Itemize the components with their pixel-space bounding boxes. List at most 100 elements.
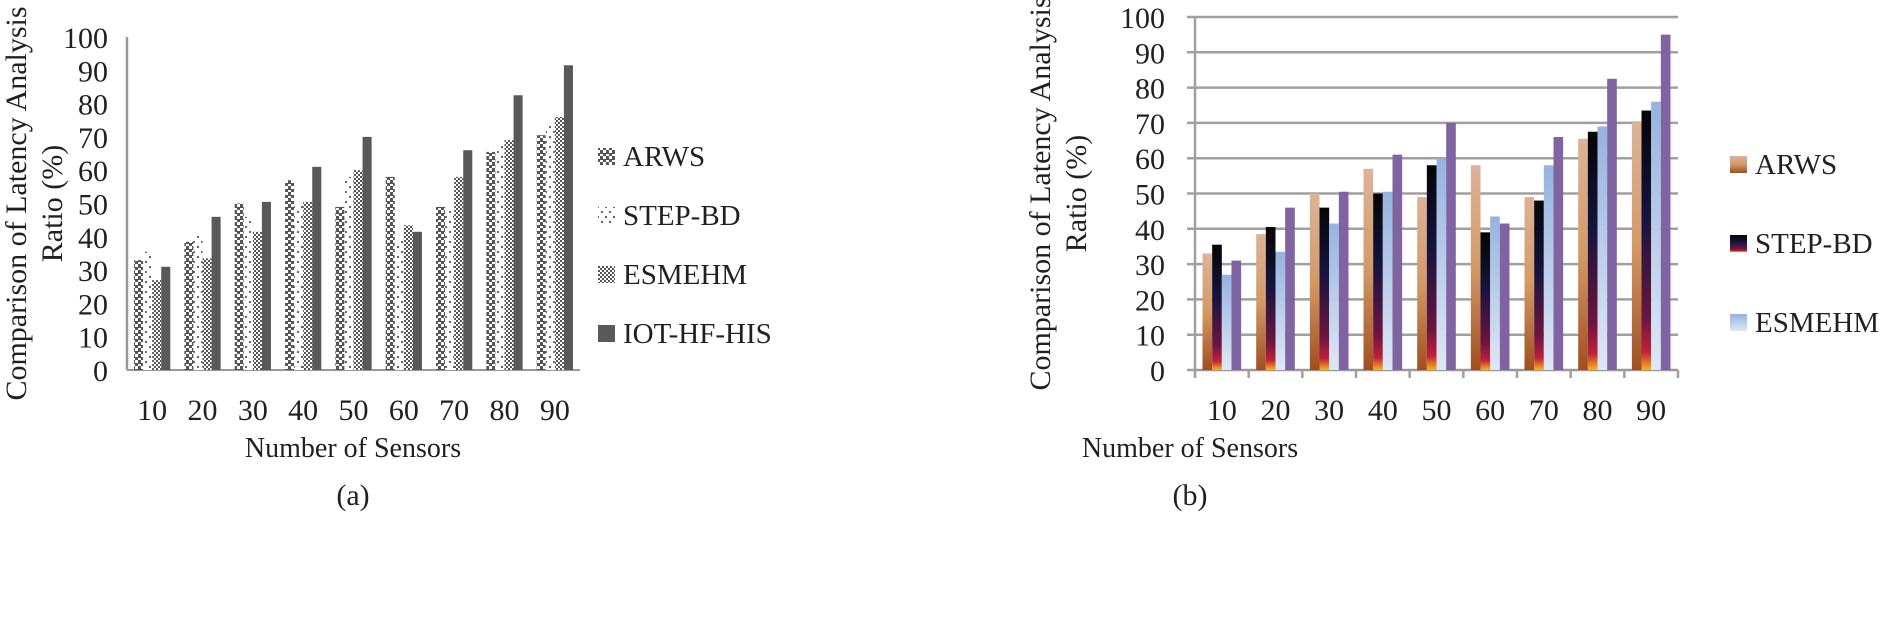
y-tick-label: 100	[1120, 2, 1165, 35]
bar-arws	[1631, 121, 1642, 370]
y-tick-label: 50	[1135, 179, 1165, 212]
bar-arws	[486, 151, 496, 370]
bar-step-bd	[1373, 193, 1383, 370]
x-tick-label: 60	[1475, 394, 1505, 427]
y-tick-label: 20	[78, 288, 108, 321]
y-tick-label: 90	[78, 55, 108, 88]
bar-esmehm	[1490, 216, 1500, 370]
y-tick-label: 40	[1135, 214, 1165, 247]
bar-step-bd	[1212, 244, 1222, 370]
y-tick-label: 30	[1135, 249, 1165, 282]
legend-label: ESMEHM	[623, 259, 747, 291]
bar-iot-hf-his	[1338, 191, 1349, 370]
bar-esmehm	[1221, 274, 1232, 370]
x-tick-label: 80	[490, 394, 520, 427]
bar-iot-hf-his	[1660, 34, 1671, 371]
x-tick-label: 90	[540, 394, 570, 427]
bar-step-bd	[1319, 207, 1330, 370]
x-tick-label: 50	[1422, 394, 1452, 427]
bar-esmehm	[504, 140, 514, 370]
x-axis-label: Number of Sensors	[1082, 433, 1298, 464]
y-tick-label: 0	[93, 355, 108, 388]
y-tick-label: 60	[78, 155, 108, 188]
bar-iot-hf-his	[1446, 122, 1456, 371]
bar-arws	[1578, 138, 1588, 370]
bar-esmehm	[252, 231, 262, 370]
bar-esmehm	[1651, 101, 1661, 370]
legend-label: STEP-BD	[623, 200, 741, 232]
bar-esmehm	[1329, 223, 1339, 370]
legend-swatch	[1730, 314, 1747, 331]
bar-arws	[1470, 165, 1481, 370]
bar-iot-hf-his	[1285, 207, 1295, 370]
bar-iot-hf-his	[362, 136, 372, 370]
y-axis-label: Ratio (%)	[36, 145, 69, 262]
bar-iot-hf-his	[1553, 137, 1564, 370]
x-tick-label: 10	[137, 394, 167, 427]
y-tick-label: 60	[1135, 143, 1165, 176]
y-tick-label: 70	[78, 122, 108, 155]
bar-iot-hf-his	[412, 231, 422, 370]
bar-step-bd	[1265, 227, 1276, 370]
bar-step-bd	[143, 251, 153, 370]
bar-iot-hf-his	[261, 201, 271, 370]
bar-esmehm	[454, 176, 464, 370]
bar-step-bd	[294, 203, 304, 370]
y-tick-label: 10	[1135, 320, 1165, 353]
bar-arws	[1309, 193, 1320, 370]
bar-esmehm	[152, 280, 162, 370]
y-tick-label: 80	[78, 89, 108, 122]
x-tick-label: 60	[389, 394, 419, 427]
bar-arws	[134, 260, 144, 370]
bar-step-bd	[1480, 232, 1491, 370]
bar-esmehm	[1275, 251, 1286, 370]
bar-step-bd	[445, 210, 455, 370]
x-tick-label: 20	[1261, 394, 1291, 427]
bar-iot-hf-his	[513, 95, 523, 371]
bar-step-bd	[1426, 165, 1437, 370]
bar-iot-hf-his	[211, 216, 221, 370]
bar-arws	[1417, 197, 1427, 370]
x-tick-label: 40	[1368, 394, 1398, 427]
bar-step-bd	[1641, 110, 1652, 371]
x-tick-label: 10	[1207, 394, 1237, 427]
bar-esmehm	[1382, 191, 1393, 370]
legend-swatch	[1730, 156, 1747, 173]
x-tick-label: 80	[1583, 394, 1613, 427]
panel-label: (b)	[1173, 479, 1208, 512]
bar-arws	[234, 203, 244, 370]
bar-step-bd	[394, 240, 404, 370]
bar-arws	[436, 206, 446, 370]
bar-step-bd	[243, 216, 253, 370]
legend-label: STEP-BD	[1755, 228, 1873, 260]
x-tick-label: 70	[439, 394, 469, 427]
bar-iot-hf-his	[463, 150, 473, 370]
y-axis-label: Comparison of Latency Analysis	[0, 6, 33, 400]
bar-arws	[1363, 168, 1374, 370]
bar-iot-hf-his	[1607, 78, 1617, 371]
bar-arws	[385, 176, 395, 370]
bar-step-bd	[193, 235, 203, 370]
legend-swatch	[598, 148, 615, 165]
bar-esmehm	[353, 170, 363, 370]
y-tick-label: 10	[78, 322, 108, 355]
y-tick-label: 0	[1150, 355, 1165, 388]
bar-step-bd	[1587, 131, 1598, 370]
bar-esmehm	[1597, 126, 1608, 371]
y-tick-label: 30	[78, 255, 108, 288]
legend-label: ARWS	[1755, 149, 1837, 181]
legend-swatch	[598, 266, 615, 283]
y-tick-label: 40	[78, 222, 108, 255]
bar-esmehm	[1436, 158, 1447, 370]
bar-arws	[1524, 197, 1535, 370]
panel-label: (a)	[336, 479, 369, 512]
legend-swatch	[1730, 235, 1747, 252]
y-tick-label: 90	[1135, 37, 1165, 70]
y-tick-label: 70	[1135, 108, 1165, 141]
bar-iot-hf-his	[1231, 260, 1242, 370]
bar-esmehm	[554, 116, 564, 370]
bar-arws	[1256, 234, 1266, 370]
